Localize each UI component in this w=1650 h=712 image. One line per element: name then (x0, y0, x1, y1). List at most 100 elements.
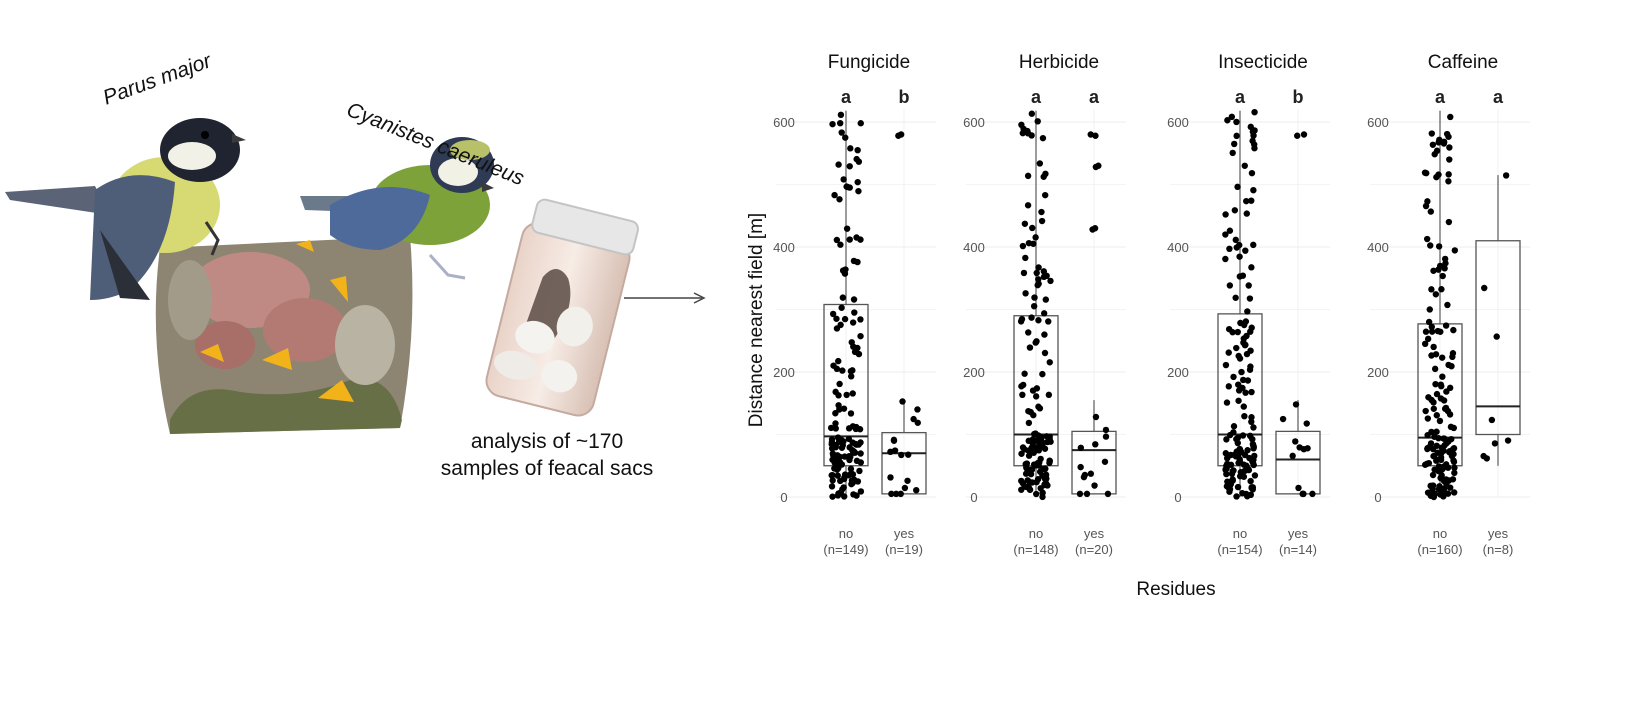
data-point (1038, 437, 1045, 445)
data-point (1437, 465, 1445, 473)
data-point (1438, 354, 1446, 361)
data-point (828, 472, 835, 479)
data-point (840, 493, 848, 500)
data-point (835, 392, 842, 399)
data-point (1450, 457, 1457, 464)
data-point (851, 476, 858, 483)
data-point (1441, 442, 1448, 449)
data-point (1247, 328, 1254, 335)
data-point (845, 453, 853, 460)
data-point (1449, 353, 1456, 361)
data-point (828, 439, 836, 446)
data-point (1440, 463, 1447, 470)
data-point (1030, 449, 1037, 456)
data-point (829, 441, 837, 448)
data-point (1244, 308, 1251, 315)
data-point (1248, 414, 1255, 421)
data-point (1438, 488, 1446, 495)
data-point (1231, 140, 1238, 148)
data-point (834, 492, 842, 499)
data-point (1433, 147, 1441, 154)
data-point (1026, 486, 1034, 493)
data-point (1043, 272, 1050, 280)
data-point (1026, 344, 1034, 351)
data-point (1424, 444, 1431, 452)
data-point (1432, 291, 1440, 298)
data-point (1039, 370, 1046, 378)
data-point (1019, 129, 1027, 137)
data-point (847, 410, 855, 417)
data-point (1027, 466, 1035, 473)
data-point (1292, 401, 1300, 408)
x-tick-n-label: (n=14) (1279, 542, 1317, 557)
data-point (1425, 318, 1433, 326)
data-point (1102, 426, 1110, 434)
data-point (1031, 294, 1038, 301)
data-point (1429, 445, 1437, 453)
data-point (1020, 125, 1027, 133)
significance-letter: a (841, 87, 852, 107)
data-point (1439, 272, 1446, 280)
data-point (1226, 479, 1234, 486)
data-point (1029, 436, 1037, 443)
data-point (1243, 210, 1250, 217)
data-point (849, 471, 857, 478)
data-point (1251, 127, 1258, 134)
data-point (1437, 491, 1444, 498)
data-point (1437, 395, 1445, 402)
data-point (1424, 445, 1431, 453)
data-point (1438, 444, 1445, 451)
data-point (1428, 396, 1435, 404)
data-point (1076, 490, 1084, 498)
data-point (1309, 490, 1316, 498)
data-point (1020, 269, 1028, 277)
data-point (1035, 462, 1042, 469)
data-point (1026, 467, 1033, 474)
data-point (1232, 294, 1239, 301)
data-point (1445, 361, 1452, 369)
outlier-point (1089, 226, 1096, 233)
data-point (901, 484, 909, 492)
data-point (1230, 429, 1237, 436)
data-point (1028, 479, 1036, 486)
data-point (1243, 332, 1250, 340)
data-point (1240, 403, 1247, 410)
data-point (1249, 435, 1256, 443)
data-point (1422, 407, 1429, 415)
data-point (1032, 339, 1039, 346)
data-point (1019, 391, 1026, 399)
data-point (1236, 253, 1243, 260)
data-point (1038, 208, 1045, 216)
data-point (828, 483, 836, 490)
data-point (836, 489, 843, 497)
panel-title: Fungicide (828, 52, 910, 73)
data-point (850, 491, 857, 498)
data-point (1446, 447, 1453, 455)
data-point (833, 466, 841, 473)
data-point (1438, 286, 1445, 293)
data-point (1438, 475, 1445, 482)
data-point (1251, 472, 1259, 479)
data-point (1224, 454, 1231, 462)
data-point (1437, 474, 1444, 482)
data-point (855, 187, 862, 195)
significance-letter: a (1235, 87, 1246, 107)
data-point (832, 444, 839, 451)
data-point (1227, 461, 1235, 469)
data-point (1250, 241, 1257, 249)
data-point (1236, 445, 1243, 453)
data-point (1239, 272, 1247, 279)
data-point (1424, 489, 1432, 496)
data-point (1247, 477, 1254, 485)
data-point (1042, 465, 1049, 472)
data-point (1248, 388, 1255, 396)
data-point (1030, 411, 1037, 419)
data-point (1042, 170, 1049, 178)
data-point (1226, 227, 1234, 234)
data-point (1438, 449, 1445, 457)
data-point (914, 419, 921, 426)
data-point (848, 477, 856, 484)
data-point (839, 442, 847, 449)
data-point (842, 134, 849, 141)
data-point (887, 448, 894, 456)
